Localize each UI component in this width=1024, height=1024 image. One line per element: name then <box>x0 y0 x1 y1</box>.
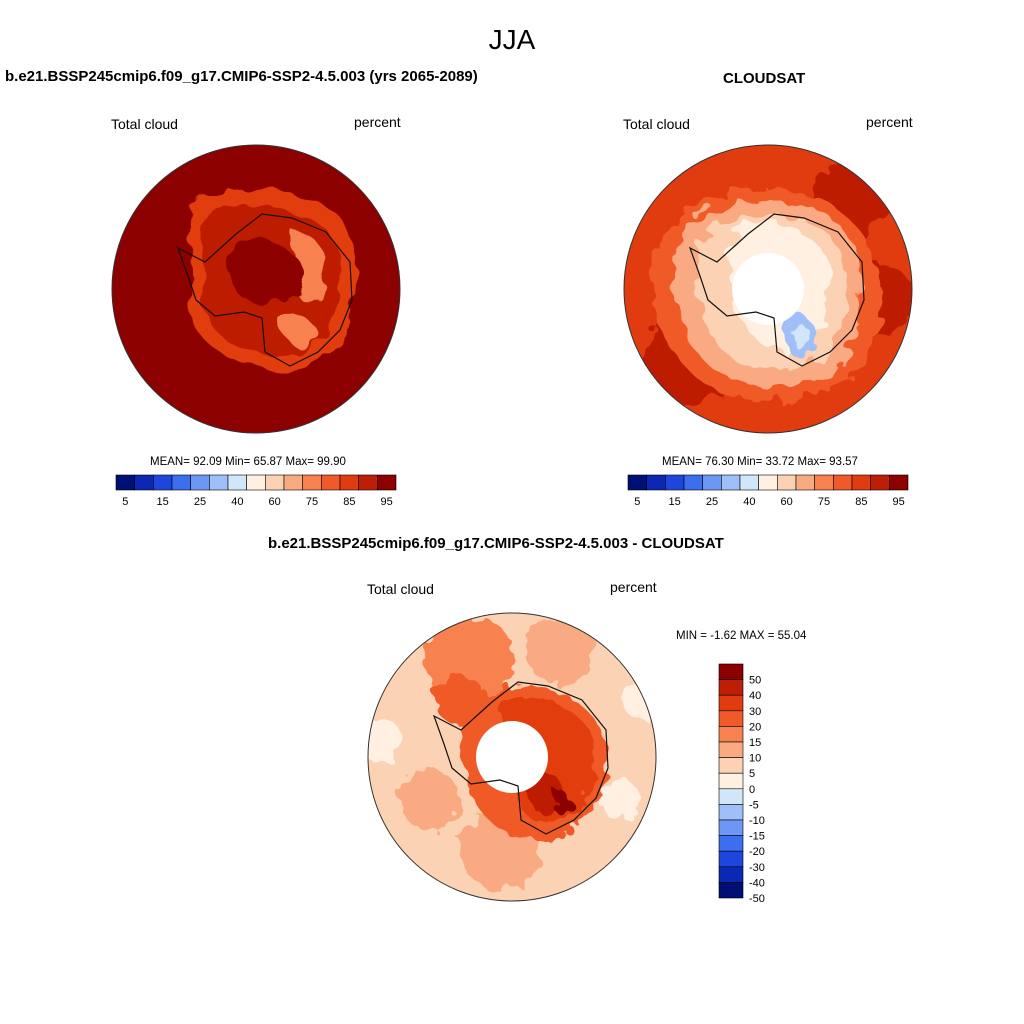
obs-colorbar-tick-label: 85 <box>855 496 867 508</box>
diff-variable-label: Total cloud <box>367 581 434 597</box>
model-map <box>112 145 400 433</box>
obs-colorbar-tick-label: 25 <box>706 496 718 508</box>
obs-colorbar-swatch <box>739 474 759 491</box>
model-colorbar-swatch <box>227 474 247 491</box>
diff-colorbar-tick-label: -15 <box>749 831 765 843</box>
diff-colorbar-tick-label: 50 <box>749 675 761 687</box>
model-colorbar-swatch <box>190 474 210 491</box>
obs-colorbar-swatch <box>721 474 741 491</box>
diff-colorbar-tick-label: -5 <box>749 799 759 811</box>
obs-colorbar-swatch <box>665 474 685 491</box>
model-colorbar-tick-label: 75 <box>306 496 318 508</box>
obs-colorbar-tick-label: 95 <box>893 496 905 508</box>
model-colorbar-swatch <box>265 474 285 491</box>
model-colorbar-swatch <box>171 474 191 491</box>
page-title: JJA <box>488 24 536 55</box>
obs-stats: MEAN= 76.30 Min= 33.72 Max= 93.57 <box>662 456 858 468</box>
obs-colorbar-tick-label: 5 <box>634 496 640 508</box>
model-map-border <box>111 144 401 434</box>
diff-colorbar-tick-label: 0 <box>749 784 755 796</box>
model-colorbar-tick-label: 95 <box>381 496 393 508</box>
diff-colorbar-tick-label: -20 <box>749 846 765 858</box>
diff-colorbar-swatch <box>718 788 744 805</box>
diff-colorbar-swatch <box>718 710 744 727</box>
diff-colorbar-tick-label: 5 <box>749 768 755 780</box>
model-colorbar-swatch <box>134 474 154 491</box>
model-panel-title: b.e21.BSSP245cmip6.f09_g17.CMIP6-SSP2-4.… <box>5 68 478 85</box>
obs-colorbar-swatch <box>889 474 909 491</box>
model-colorbar-swatch <box>358 474 378 491</box>
obs-map-border <box>623 144 913 434</box>
diff-colorbar-tick-label: -10 <box>749 815 765 827</box>
obs-colorbar-swatch <box>627 474 647 491</box>
obs-colorbar-swatch <box>646 474 666 491</box>
diff-colorbar-swatch <box>718 804 744 821</box>
diff-colorbar-swatch <box>718 819 744 836</box>
diff-map <box>368 613 656 901</box>
diff-colorbar-tick-label: 10 <box>749 753 761 765</box>
model-colorbar-tick-label: 85 <box>343 496 355 508</box>
diff-colorbar-tick-label: 20 <box>749 721 761 733</box>
model-colorbar-swatch <box>115 474 135 491</box>
obs-colorbar-swatch <box>702 474 722 491</box>
obs-colorbar-tick-label: 75 <box>818 496 830 508</box>
model-colorbar-swatch <box>246 474 266 491</box>
obs-colorbar: 5 15 25 40 60 75 85 95 <box>627 474 909 508</box>
diff-colorbar-tick-label: 15 <box>749 737 761 749</box>
obs-colorbar-tick-label: 60 <box>781 496 793 508</box>
diff-colorbar-tick-label: -30 <box>749 862 765 874</box>
diff-colorbar-tick-label: 40 <box>749 690 761 702</box>
diff-colorbar-swatch <box>718 850 744 868</box>
model-colorbar-swatch <box>377 474 397 491</box>
diff-colorbar-tick-label: -40 <box>749 877 765 889</box>
model-colorbar-swatch <box>283 474 303 491</box>
model-colorbar-swatch <box>302 474 322 491</box>
obs-variable-label: Total cloud <box>623 116 690 132</box>
diff-colorbar-swatch <box>718 741 744 758</box>
model-colorbar-tick-label: 5 <box>122 496 128 508</box>
model-units-label: percent <box>354 114 401 130</box>
obs-panel-title: CLOUDSAT <box>723 70 806 87</box>
obs-map <box>624 145 912 433</box>
obs-colorbar-swatch <box>851 474 871 491</box>
diff-colorbar-swatch <box>718 757 744 774</box>
obs-colorbar-swatch <box>833 474 853 491</box>
diff-colorbar-tick-label: 30 <box>749 706 761 718</box>
model-colorbar-tick-label: 60 <box>269 496 281 508</box>
obs-units-label: percent <box>866 114 913 130</box>
model-stats: MEAN= 92.09 Min= 65.87 Max= 99.90 <box>150 456 346 468</box>
diff-colorbar-swatch <box>718 882 744 899</box>
diff-colorbar-swatch <box>718 726 744 743</box>
model-colorbar-tick-label: 25 <box>194 496 206 508</box>
diff-colorbar-swatch <box>718 835 744 852</box>
diff-colorbar-swatch <box>718 679 744 696</box>
diff-colorbar-swatch <box>718 772 744 790</box>
model-colorbar-swatch <box>321 474 341 491</box>
diff-colorbar-swatch <box>718 866 744 883</box>
obs-colorbar-swatch <box>777 474 797 491</box>
model-colorbar-swatch <box>209 474 229 491</box>
diff-colorbar-tick-label: -50 <box>749 893 765 905</box>
model-colorbar-tick-label: 40 <box>231 496 243 508</box>
obs-colorbar-tick-label: 40 <box>743 496 755 508</box>
obs-colorbar-swatch <box>814 474 834 491</box>
diff-panel-title: b.e21.BSSP245cmip6.f09_g17.CMIP6-SSP2-4.… <box>268 535 724 552</box>
model-colorbar: 5 15 25 40 60 75 85 95 <box>115 474 397 508</box>
model-colorbar-tick-label: 15 <box>157 496 169 508</box>
obs-colorbar-swatch <box>795 474 815 491</box>
diff-colorbar-swatch <box>718 663 744 680</box>
model-variable-label: Total cloud <box>111 116 178 132</box>
obs-colorbar-swatch <box>870 474 890 491</box>
obs-colorbar-swatch <box>683 474 703 491</box>
diff-units-label: percent <box>610 579 657 595</box>
model-colorbar-swatch <box>339 474 359 491</box>
diff-stats: MIN = -1.62 MAX = 55.04 <box>676 630 807 642</box>
diff-colorbar-swatch <box>718 694 744 712</box>
obs-colorbar-tick-label: 15 <box>669 496 681 508</box>
obs-colorbar-swatch <box>758 474 778 491</box>
model-colorbar-swatch <box>153 474 173 491</box>
diff-map-border <box>367 612 657 902</box>
